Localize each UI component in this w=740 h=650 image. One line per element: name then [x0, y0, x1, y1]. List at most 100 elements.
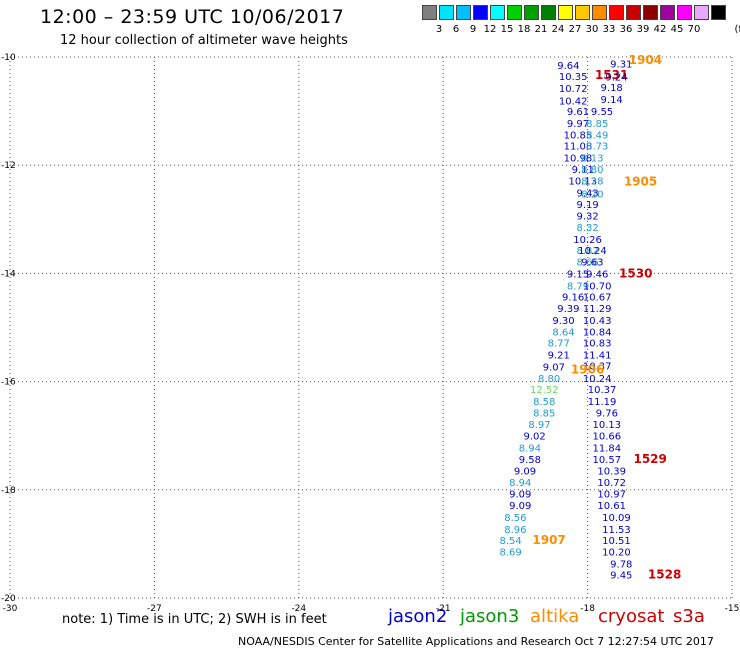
color-swatch — [609, 5, 624, 20]
footer-credit: NOAA/NESDIS Center for Satellite Applica… — [238, 635, 714, 648]
wave-height-value: 10.39 — [597, 466, 626, 477]
wave-height-value: 10.37 — [583, 361, 612, 372]
wave-height-value: 8.66 — [576, 257, 598, 268]
color-scale-label: 3 — [435, 24, 443, 35]
wave-height-value: 8.20 — [581, 189, 603, 200]
color-swatch — [473, 5, 488, 20]
color-swatch — [456, 5, 471, 20]
y-tick-label: -18 — [1, 486, 16, 496]
y-tick-label: -16 — [1, 378, 16, 388]
wave-height-value: 10.70 — [583, 281, 612, 292]
y-tick-label: -14 — [1, 269, 16, 279]
color-swatch — [677, 5, 692, 20]
color-scale-unit: (ft) — [734, 24, 740, 35]
color-swatch — [558, 5, 573, 20]
color-scale-label: 6 — [452, 24, 460, 35]
wave-height-value: 10.26 — [573, 235, 602, 246]
wave-height-value: 9.11 — [572, 165, 594, 176]
wave-height-value: 10.83 — [583, 339, 612, 350]
wave-height-value: 9.55 — [591, 107, 613, 118]
wave-height-value: 9.09 — [514, 466, 536, 477]
wave-height-value: 9.09 — [509, 490, 531, 501]
color-scale-label: 15 — [500, 24, 514, 35]
y-tick-label: -12 — [1, 161, 16, 171]
wave-height-value: 10.09 — [602, 513, 631, 524]
wave-height-value: 11.53 — [602, 525, 631, 536]
color-scale-label: 24 — [551, 24, 565, 35]
time-label: 1907 — [532, 533, 565, 547]
wave-height-value: 9.30 — [552, 316, 574, 327]
x-tick-label: -15 — [725, 604, 740, 614]
x-tick-label: -30 — [3, 604, 18, 614]
wave-height-value: 8.56 — [504, 513, 526, 524]
wave-height-value: 9.02 — [524, 432, 546, 443]
wave-height-value: 11.19 — [588, 397, 617, 408]
wave-height-value: 10.67 — [583, 293, 612, 304]
wave-height-value: 8.54 — [499, 536, 521, 547]
wave-height-value: 8.58 — [533, 397, 555, 408]
wave-height-value: 8.80 — [581, 165, 603, 176]
color-scale-label: 42 — [653, 24, 667, 35]
wave-height-value: 9.43 — [576, 188, 598, 199]
wave-height-value: 9.76 — [596, 408, 618, 419]
color-scale-label: 33 — [602, 24, 616, 35]
color-scale-label: 18 — [517, 24, 531, 35]
wave-height-value: 9.61 — [567, 107, 589, 118]
wave-height-value: 10.61 — [597, 501, 626, 512]
wave-height-value: 8.80 — [538, 374, 560, 385]
color-swatch — [507, 5, 522, 20]
legend-s3a: s3a — [673, 606, 705, 627]
legend-note: note: 1) Time is in UTC; 2) SWH is in fe… — [62, 612, 327, 627]
wave-height-value: 10.43 — [583, 316, 612, 327]
time-label: 1528 — [648, 568, 681, 582]
color-scale-label: 70 — [687, 24, 701, 35]
wave-height-value: 10.20 — [602, 547, 631, 558]
wave-height-value: 11.29 — [583, 304, 612, 315]
wave-height-value: 8.73 — [586, 142, 608, 153]
time-label: 1904 — [629, 53, 662, 67]
color-scale-label: 45 — [670, 24, 684, 35]
color-swatch — [575, 5, 590, 20]
wave-height-value: 9.78 — [610, 559, 632, 570]
wave-height-value: 8.28 — [581, 176, 603, 187]
color-scale-label: 21 — [534, 24, 548, 35]
color-swatch — [694, 5, 709, 20]
wave-height-value: 10.97 — [597, 490, 626, 501]
wave-height-value: 9.24 — [605, 72, 627, 83]
wave-height-value: 10.98 — [564, 154, 593, 165]
color-scale-label: 12 — [483, 24, 497, 35]
x-tick-label: -27 — [147, 604, 162, 614]
wave-height-value: 9.58 — [519, 455, 541, 466]
wave-height-value: 8.97 — [528, 420, 550, 431]
chart-subtitle: 12 hour collection of altimeter wave hei… — [60, 33, 348, 48]
wave-height-value: 9.97 — [567, 119, 589, 130]
wave-height-value: 9.63 — [581, 257, 603, 268]
time-label: 1906 — [571, 363, 604, 377]
legend-jason2: jason2 — [388, 606, 448, 627]
wave-height-value: 9.15 — [567, 269, 589, 280]
color-swatch — [490, 5, 505, 20]
wave-height-value: 8.32 — [576, 223, 598, 234]
color-swatch — [643, 5, 658, 20]
chart-title: 12:00 – 23:59 UTC 10/06/2017 — [40, 6, 345, 28]
color-swatch — [626, 5, 641, 20]
color-swatch — [592, 5, 607, 20]
legend-jason3: jason3 — [460, 606, 520, 627]
wave-height-value: 12.52 — [530, 385, 559, 396]
x-tick-label: -18 — [580, 604, 595, 614]
wave-height-value: 9.64 — [557, 61, 579, 72]
color-scale-label: 9 — [469, 24, 477, 35]
wave-height-value: 10.13 — [568, 176, 597, 187]
wave-height-value: 8.77 — [548, 339, 570, 350]
color-scale-label: 36 — [619, 24, 633, 35]
time-label: 1905 — [624, 174, 657, 188]
wave-height-value: 9.19 — [576, 200, 598, 211]
color-swatch — [422, 5, 437, 20]
wave-height-value: 10.35 — [559, 72, 588, 83]
wave-height-value: 11.84 — [593, 444, 622, 455]
wave-height-value: 9.14 — [601, 95, 623, 106]
wave-height-value: 8.94 — [509, 478, 531, 489]
wave-height-value: 8.79 — [567, 281, 589, 292]
wave-height-value: 8.13 — [581, 154, 603, 165]
color-scale-label: 39 — [636, 24, 650, 35]
